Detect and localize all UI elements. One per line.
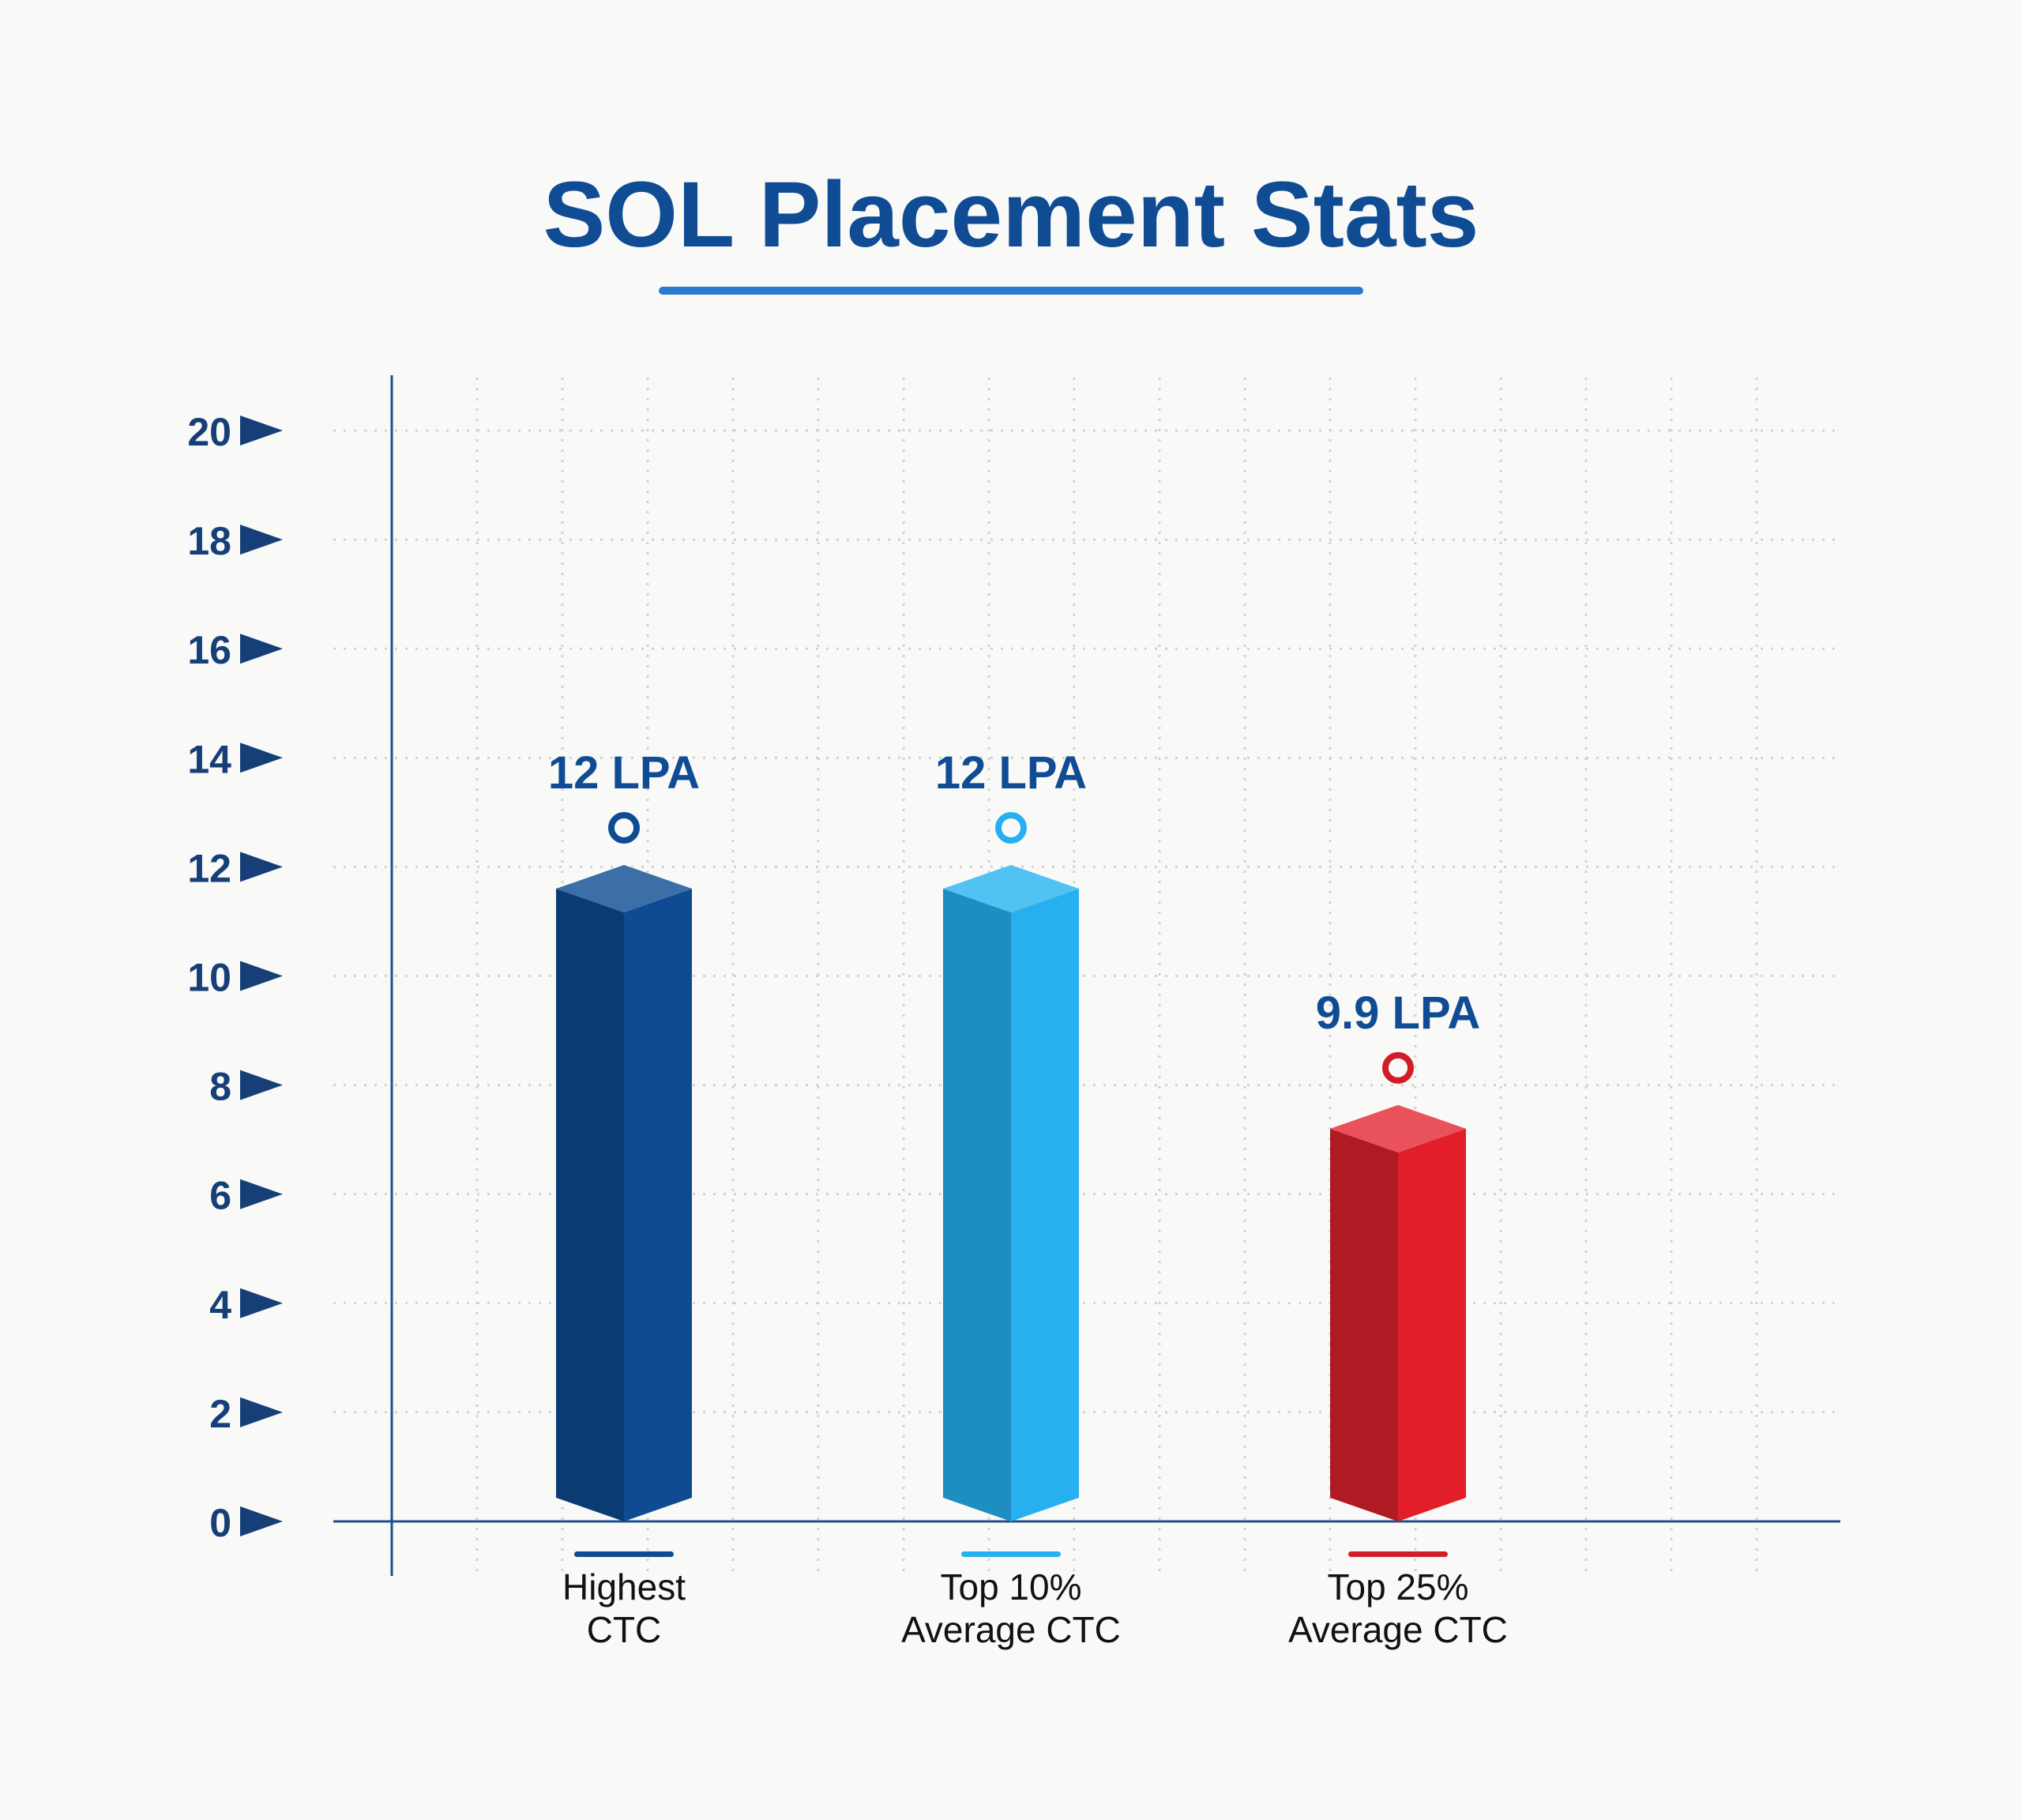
tick-arrow-icon <box>240 416 283 446</box>
bar-1: 12 LPA <box>548 747 700 1521</box>
tick-arrow-icon <box>240 1179 283 1209</box>
category-label: Top 10% <box>940 1566 1081 1608</box>
y-tick-label: 6 <box>209 1174 231 1218</box>
tick-arrow-icon <box>240 743 283 773</box>
y-tick-label: 12 <box>187 846 231 890</box>
tick-arrow-icon <box>240 1288 283 1318</box>
category-label: Top 25% <box>1327 1566 1468 1608</box>
tick-arrow-icon <box>240 634 283 664</box>
data-label: 12 LPA <box>935 747 1087 799</box>
marker-ring-icon <box>608 812 640 844</box>
category-swatch <box>1348 1551 1448 1557</box>
bar-top-face <box>556 865 692 913</box>
y-tick-label: 10 <box>187 956 231 1000</box>
tick-arrow-icon <box>240 961 283 991</box>
y-ticks: 0 2 4 6 8 10 12 14 16 18 20 <box>187 410 283 1545</box>
category-swatch <box>574 1551 674 1557</box>
bar-left-face <box>1330 1128 1398 1521</box>
bar-top-face <box>943 865 1079 913</box>
category-swatch <box>961 1551 1061 1557</box>
y-tick-label: 4 <box>209 1283 231 1327</box>
y-tick-label: 14 <box>187 737 231 781</box>
tick-arrow-icon <box>240 1506 283 1536</box>
data-label: 12 LPA <box>548 747 700 799</box>
y-tick-label: 20 <box>187 410 231 454</box>
marker-ring-icon <box>995 812 1027 844</box>
bar-top-face <box>1330 1104 1466 1153</box>
y-tick-label: 0 <box>209 1501 231 1545</box>
tick-arrow-icon <box>240 1070 283 1100</box>
bar-left-face <box>943 889 1011 1521</box>
category-label: Highest <box>562 1566 686 1608</box>
tick-arrow-icon <box>240 852 283 882</box>
marker-ring-icon <box>1382 1051 1414 1084</box>
title-underline <box>659 287 1363 295</box>
bar-left-face <box>556 889 624 1521</box>
category-label: Average CTC <box>1288 1609 1508 1650</box>
category-label: Average CTC <box>901 1609 1121 1650</box>
y-tick-label: 8 <box>209 1065 231 1109</box>
y-tick-label: 16 <box>187 628 231 672</box>
y-tick-label: 18 <box>187 519 231 563</box>
data-label: 9.9 LPA <box>1316 987 1480 1039</box>
bar-3: 9.9 LPA <box>1316 987 1480 1521</box>
bar-right-face <box>624 889 692 1521</box>
y-tick-label: 2 <box>209 1392 231 1436</box>
bar-right-face <box>1398 1128 1466 1521</box>
bar-right-face <box>1011 889 1079 1521</box>
axes <box>333 375 1840 1576</box>
tick-arrow-icon <box>240 525 283 555</box>
bars: 12 LPA 12 LPA 9.9 LPA <box>548 747 1480 1521</box>
chart-title: SOL Placement Stats <box>543 163 1479 267</box>
category-label: CTC <box>587 1609 662 1650</box>
bar-2: 12 LPA <box>935 747 1087 1521</box>
tick-arrow-icon <box>240 1397 283 1427</box>
